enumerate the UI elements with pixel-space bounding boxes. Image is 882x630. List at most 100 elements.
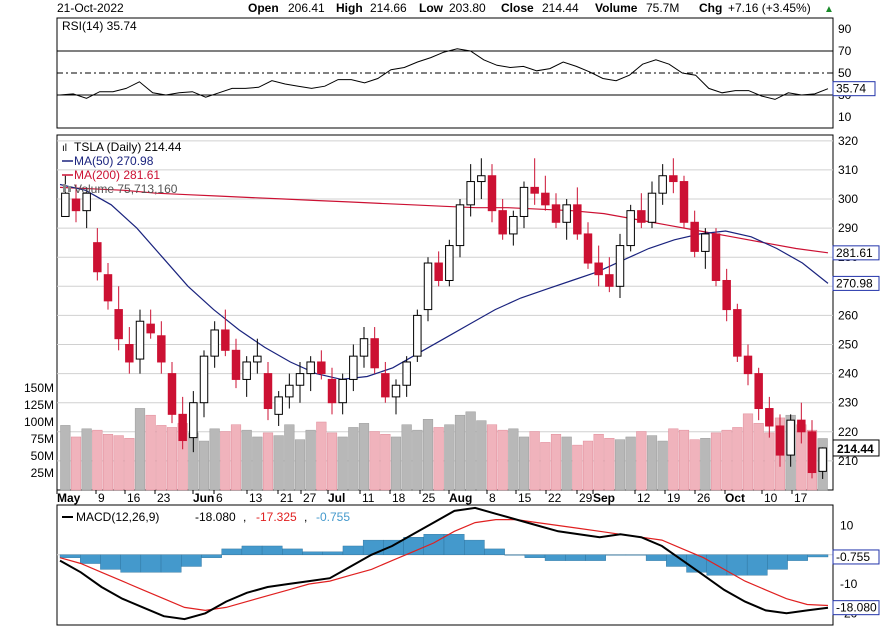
- ma200-line: [59, 186, 829, 254]
- macd-hist-bar: [201, 554, 222, 558]
- volume-bar: [657, 440, 668, 491]
- volume-bar: [358, 423, 370, 491]
- macd-hist-bar: [544, 554, 566, 561]
- volume-bar: [390, 436, 402, 491]
- macd-hist-bar: [160, 554, 182, 573]
- volume-bar: [508, 428, 519, 491]
- moving-averages: [59, 183, 829, 381]
- date-tick-label: May: [57, 491, 81, 505]
- volume-bar: [604, 438, 615, 491]
- candle-body: [573, 204, 582, 235]
- volume-bar: [198, 440, 210, 491]
- candle-body: [477, 175, 486, 183]
- volume-bar: [529, 431, 540, 491]
- rsi-axis: 103050709035.74: [832, 22, 876, 124]
- candle-body: [807, 431, 817, 474]
- candle-body: [178, 413, 187, 442]
- volume-bar: [668, 428, 679, 491]
- header-open: 206.41: [288, 1, 325, 15]
- price-tick-label: 260: [838, 308, 858, 322]
- price-legend: ıl TSLA (Daily) 214.44 MA(50) 270.98 MA(…: [62, 140, 182, 196]
- candle-body: [626, 210, 635, 247]
- macd-axis: 10-10-20-0.755-18.080: [832, 518, 880, 620]
- candle-body: [381, 373, 390, 398]
- date-tick-label: 23: [157, 491, 171, 505]
- macd-sep-1: ,: [243, 510, 246, 524]
- candle-body: [295, 373, 305, 386]
- candle-body: [327, 378, 337, 404]
- macd-hist-bar: [120, 554, 142, 573]
- price-tick-label: 250: [838, 338, 858, 352]
- macd-hist-bar: [302, 551, 323, 555]
- volume-bar: [316, 421, 327, 491]
- volume-bar: [252, 436, 263, 491]
- last-price-label: 214.44: [837, 442, 874, 456]
- candle-body: [189, 402, 198, 439]
- macd-hist-bar: [221, 548, 243, 555]
- volume-icon: [63, 184, 66, 192]
- candlesticks: [61, 158, 827, 479]
- date-tick-label: 22: [548, 491, 562, 505]
- volume-bar: [294, 439, 306, 491]
- macd-panel: 10-10-20-0.755-18.080 MACD(12,26,9) -18.…: [56, 504, 880, 626]
- price-panel: 210220230240250260270280290300310320214.…: [24, 134, 880, 505]
- header-low-label: Low: [419, 1, 444, 15]
- macd-hist-bar: [464, 539, 485, 555]
- candle-body: [701, 233, 710, 252]
- candle-body: [466, 181, 475, 206]
- volume-bar: [753, 423, 764, 491]
- candle-body: [818, 447, 827, 472]
- candle-body: [690, 221, 699, 252]
- ma50-value-box: [832, 275, 880, 291]
- volume-bar: [497, 429, 508, 491]
- macd-hist-bar: [403, 536, 424, 555]
- header-high: 214.66: [370, 1, 407, 15]
- macd-hist-bar: [342, 545, 364, 555]
- legend-volume: Volume 75,713,160: [74, 182, 178, 196]
- macd-hist-bar: [605, 554, 627, 556]
- candle-body: [445, 245, 454, 281]
- candle-body: [605, 274, 614, 287]
- candle-body: [583, 233, 593, 264]
- header-low: 203.80: [449, 1, 486, 15]
- ma50-line: [59, 183, 829, 381]
- candle-body: [349, 355, 358, 380]
- candle-body: [423, 262, 433, 311]
- macd-hist-bar: [746, 554, 768, 576]
- macd-hist-bar: [625, 554, 647, 556]
- header-open-label: Open: [248, 1, 279, 15]
- volume-bar: [305, 429, 316, 491]
- macd-hist-bar: [524, 554, 546, 558]
- header-chg-label: Chg: [699, 1, 722, 15]
- rsi-tick-label: 90: [838, 22, 852, 36]
- volume-bar: [561, 436, 572, 491]
- date-tick-label: Oct: [725, 491, 745, 505]
- candle-body: [754, 373, 763, 410]
- macd-hist-bar: [140, 554, 162, 573]
- volume-bar: [625, 436, 636, 491]
- volume-bar: [337, 436, 348, 491]
- volume-bar: [710, 432, 722, 491]
- date-axis: May 9 16 23 Jun 6 13 21 27 Jul 11 18 25 Aug 8 15 22 29 Sep…: [56, 490, 808, 505]
- date-tick-label: Sep: [593, 491, 615, 505]
- volume-bar: [326, 432, 338, 491]
- candle-body: [658, 175, 667, 194]
- date-tick-label: 13: [249, 491, 263, 505]
- price-tick-label: 230: [838, 396, 858, 410]
- header-high-label: High: [336, 1, 363, 15]
- header-chg: +7.16 (+3.45%): [728, 1, 811, 15]
- price-tick-label: 310: [838, 163, 858, 177]
- candle-body: [434, 262, 443, 281]
- volume-bar: [454, 414, 466, 491]
- candle-body: [487, 175, 497, 212]
- last-price-box: [832, 439, 880, 457]
- volume-bar: [145, 414, 156, 491]
- candle-body: [199, 355, 209, 404]
- candle-body: [786, 419, 795, 456]
- macd-hist-bar: [443, 534, 465, 555]
- legend-ma50: MA(50) 270.98: [74, 154, 154, 168]
- date-tick-label: Jul: [328, 491, 345, 505]
- macd-hist-bar: [362, 539, 384, 555]
- candle-body: [285, 384, 294, 398]
